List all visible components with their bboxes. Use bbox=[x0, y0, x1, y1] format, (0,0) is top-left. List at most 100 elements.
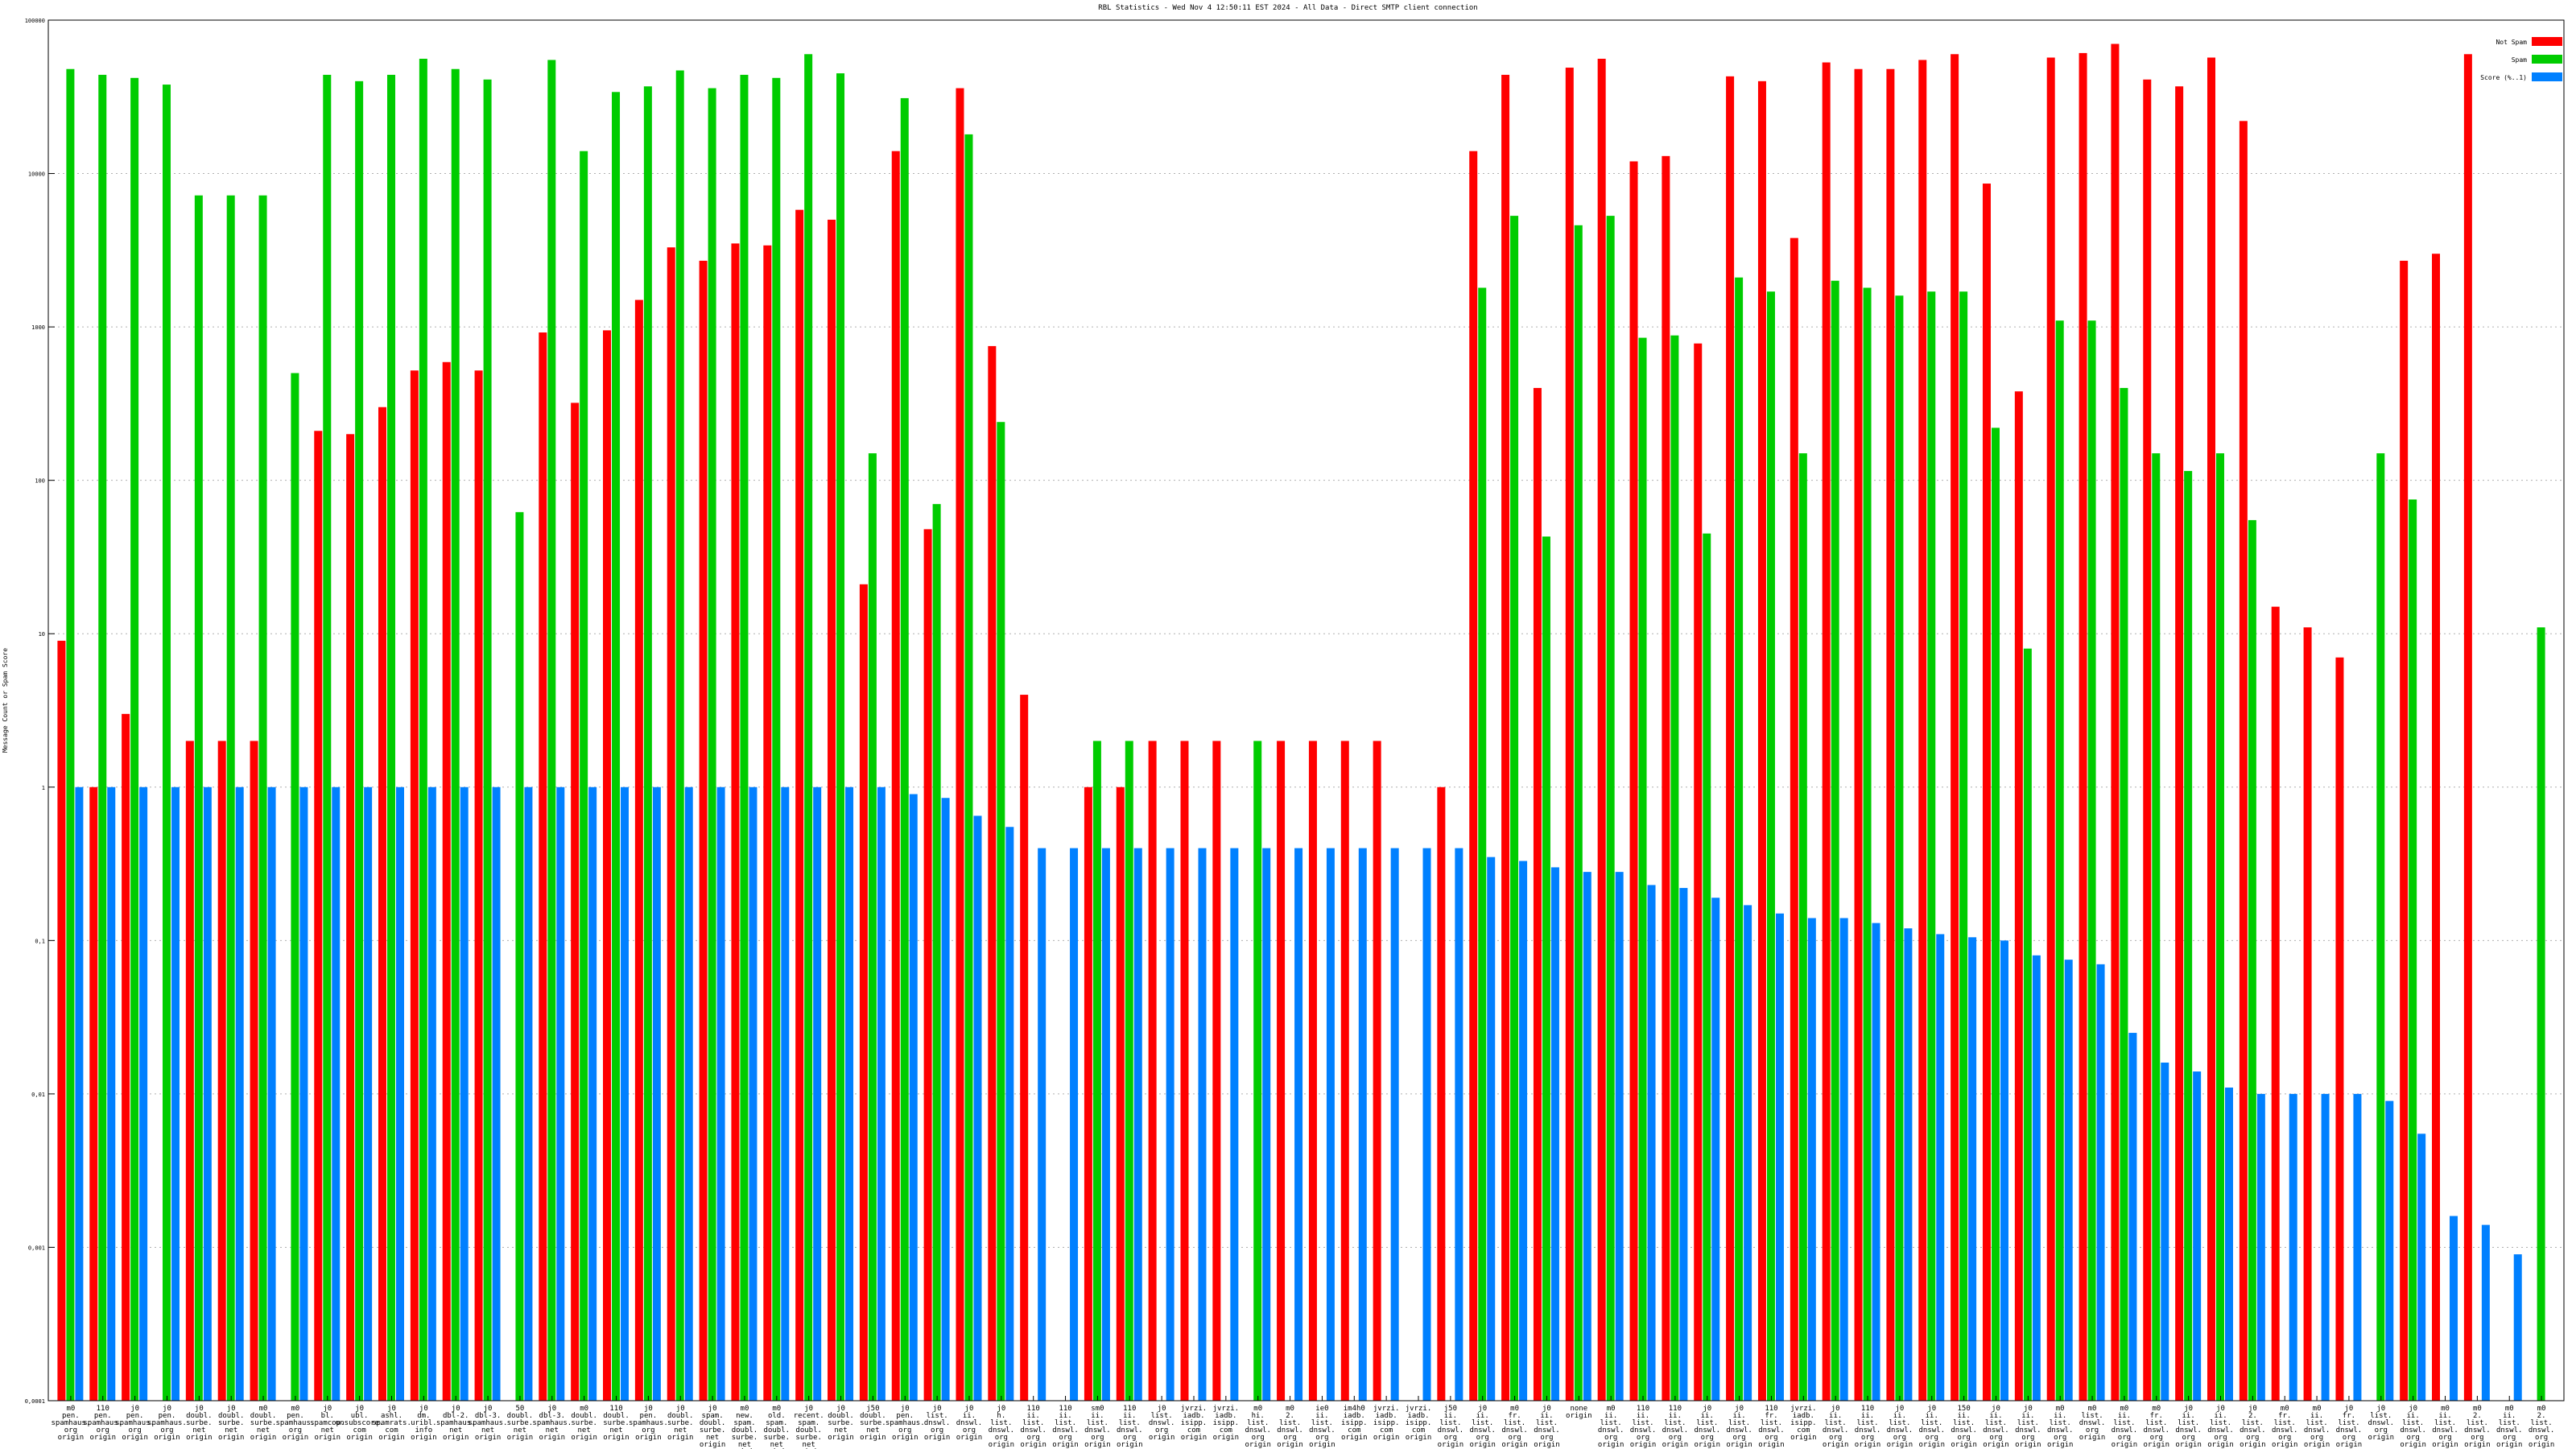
x-tick-label: jvrzi. iadb. isipp. com origin bbox=[1373, 1405, 1400, 1442]
not-spam-bar bbox=[2303, 627, 2312, 1401]
not-spam-bar bbox=[1340, 741, 1349, 1401]
score-bar bbox=[2321, 1093, 2330, 1401]
spam-bar bbox=[1895, 295, 1904, 1402]
not-spam-bar bbox=[699, 260, 708, 1401]
spam-bar bbox=[612, 92, 621, 1401]
x-tick-label: m0 ii. list. dnswl. org origin bbox=[1598, 1405, 1624, 1449]
x-tick-label: m0 ii. list. dnswl. org origin bbox=[2496, 1405, 2523, 1449]
not-spam-bar bbox=[1662, 155, 1670, 1401]
spam-bar bbox=[1125, 741, 1133, 1401]
not-spam-bar bbox=[346, 434, 355, 1401]
score-bar bbox=[139, 786, 148, 1401]
score-bar bbox=[1936, 934, 1945, 1401]
x-tick-label: j0 ashl. spamrats. com origin bbox=[372, 1405, 411, 1442]
not-spam-bar bbox=[828, 219, 836, 1402]
x-tick-label: j0 ii. list. dnswl. org origin bbox=[1469, 1405, 1496, 1449]
score-bar bbox=[75, 786, 84, 1401]
not-spam-bar bbox=[1180, 741, 1189, 1401]
x-tick-label: 110 ii. list. dnswl. org origin bbox=[1020, 1405, 1046, 1449]
not-spam-bar bbox=[923, 529, 932, 1401]
score-bar bbox=[1615, 872, 1624, 1401]
spam-bar bbox=[1542, 536, 1550, 1402]
x-tick-label: j0 pen. spamhaus. org origin bbox=[629, 1405, 668, 1442]
not-spam-bar bbox=[1437, 786, 1446, 1401]
x-tick-label: m0 fr. list. dnswl. org origin bbox=[1501, 1405, 1528, 1449]
not-spam-bar bbox=[122, 713, 130, 1401]
not-spam-bar bbox=[731, 243, 740, 1401]
x-tick-label: jvrzi. iadb. isipp. com origin bbox=[1406, 1405, 1432, 1442]
score-bar bbox=[1904, 928, 1913, 1401]
score-bar bbox=[1968, 937, 1977, 1401]
score-bar bbox=[2161, 1062, 2169, 1401]
spam-bar bbox=[804, 54, 813, 1401]
x-tick-label: m0 ii. list. dnswl. org origin bbox=[2112, 1405, 2138, 1449]
not-spam-bar bbox=[1148, 741, 1157, 1401]
spam-bar bbox=[900, 97, 909, 1402]
not-spam-bar bbox=[2463, 54, 2472, 1401]
spam-bar bbox=[547, 60, 556, 1401]
not-spam-bar bbox=[571, 402, 580, 1402]
not-spam-bar bbox=[2239, 121, 2248, 1401]
spam-bar bbox=[2152, 453, 2161, 1401]
not-spam-bar bbox=[1277, 741, 1286, 1401]
x-tick-label: j0 ii. list. dnswl. org origin bbox=[1919, 1405, 1946, 1449]
spam-bar bbox=[997, 422, 1005, 1401]
x-tick-label: jvrzi. iadb. isipp. com origin bbox=[1181, 1405, 1208, 1442]
x-tick-label: m0 fr. list. dnswl. org origin bbox=[2144, 1405, 2170, 1449]
x-tick-label: j0 doubl. surbe. net origin bbox=[667, 1405, 694, 1442]
not-spam-bar bbox=[2175, 86, 2184, 1401]
not-spam-bar bbox=[2111, 43, 2120, 1401]
score-bar bbox=[652, 786, 661, 1401]
not-spam-bar bbox=[1982, 184, 1991, 1402]
score-bar bbox=[588, 786, 597, 1401]
not-spam-bar bbox=[1533, 387, 1542, 1401]
y-tick-label: 0,01 bbox=[31, 1092, 45, 1098]
score-bar bbox=[299, 786, 308, 1401]
score-bar bbox=[1744, 905, 1752, 1401]
not-spam-bar bbox=[1373, 741, 1381, 1401]
not-spam-bar bbox=[1918, 60, 1927, 1401]
y-tick-label: 10000 bbox=[28, 171, 45, 178]
x-tick-label: jvrzi. iadb. isipp. com origin bbox=[1790, 1405, 1817, 1442]
spam-bar bbox=[1670, 335, 1679, 1402]
score-bar bbox=[973, 815, 982, 1401]
spam-bar bbox=[1798, 453, 1807, 1401]
x-tick-label: j0 ii. list. dnswl. org origin bbox=[2207, 1405, 2234, 1449]
score-bar bbox=[524, 786, 533, 1401]
x-tick-label: j0 ii. list. dnswl. org origin bbox=[2175, 1405, 2202, 1449]
score-bar bbox=[2481, 1224, 2490, 1401]
spam-bar bbox=[836, 73, 845, 1402]
x-tick-label: j0 list. dnswl. org origin bbox=[2368, 1405, 2395, 1442]
not-spam-bar bbox=[2335, 657, 2344, 1401]
not-spam-bar bbox=[185, 741, 194, 1401]
y-tick-label: 100 bbox=[35, 478, 45, 485]
x-tick-label: j0 fr. list. dnswl. org origin bbox=[2336, 1405, 2363, 1449]
plot-frame bbox=[47, 19, 2565, 1402]
spam-bar bbox=[355, 80, 364, 1401]
x-tick-label: j0 h. list. dnswl. org origin bbox=[989, 1405, 1015, 1449]
bars bbox=[57, 43, 2545, 1402]
x-tick-label: j0 ii. list. dnswl. org origin bbox=[1534, 1405, 1560, 1449]
x-tick-label: j50 ii. list. dnswl. org origin bbox=[1438, 1405, 1464, 1449]
score-bar bbox=[845, 786, 854, 1401]
spam-bar bbox=[130, 77, 139, 1401]
not-spam-bar bbox=[442, 361, 451, 1402]
score-bar bbox=[171, 786, 180, 1401]
y-tick-label: 10 bbox=[39, 631, 45, 638]
spam-bar bbox=[258, 195, 267, 1401]
not-spam-bar bbox=[988, 345, 997, 1401]
spam-bar bbox=[740, 74, 749, 1402]
x-tick-label: j0 pen. spamhaus. org origin bbox=[115, 1405, 155, 1442]
spam-bar bbox=[2216, 453, 2225, 1401]
score-bar bbox=[2385, 1100, 2394, 1401]
x-tick-label: j0 dbl-3. spamhaus. net origin bbox=[469, 1405, 508, 1442]
spam-bar bbox=[2023, 648, 2032, 1401]
x-tick-label: 110 pen. spamhaus. org origin bbox=[83, 1405, 122, 1442]
y-tick-label: 0,001 bbox=[28, 1245, 45, 1251]
spam-bar bbox=[1766, 291, 1775, 1402]
score-bar bbox=[107, 786, 116, 1401]
not-spam-bar bbox=[378, 407, 386, 1402]
score-bar bbox=[1711, 898, 1720, 1401]
not-spam-bar bbox=[2271, 606, 2280, 1401]
x-tick-label: j0 ii. list. dnswl. org origin bbox=[2400, 1405, 2426, 1449]
